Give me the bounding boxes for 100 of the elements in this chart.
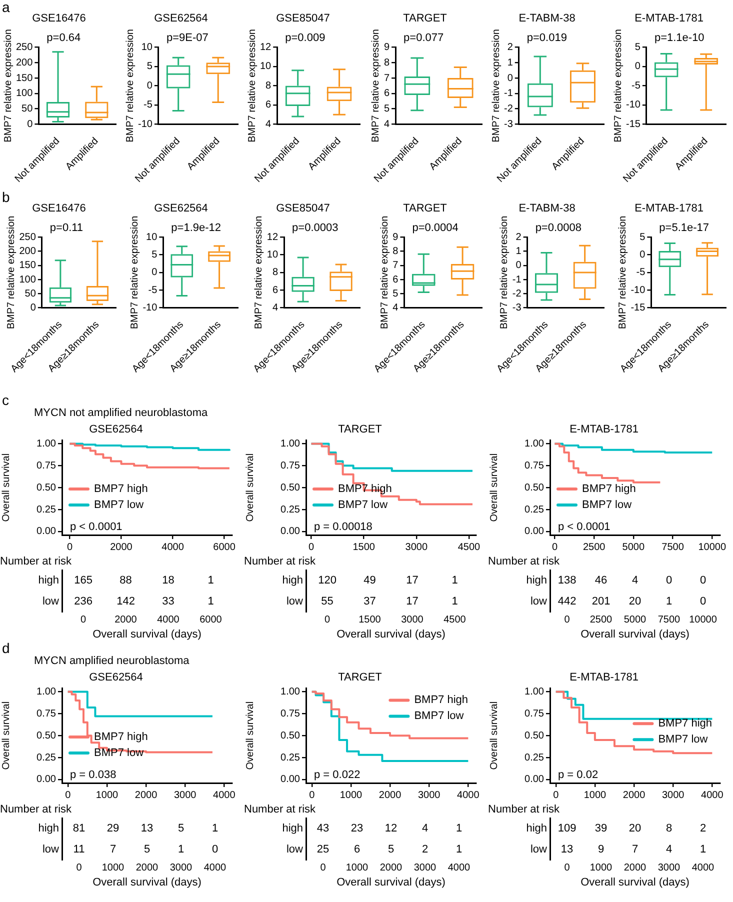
y-tick-label: 0	[146, 80, 153, 92]
y-tick-label: -15	[630, 302, 646, 314]
data-label: 17	[406, 595, 418, 608]
data-label: 4	[666, 843, 672, 856]
x-tick-label: 5000	[624, 614, 647, 626]
data-label: 88	[120, 574, 132, 587]
legend-label: BMP7 low	[658, 734, 708, 746]
x-tick-label: 0	[552, 542, 558, 553]
x-tick-label: 2000	[134, 790, 158, 801]
data-label: 0	[212, 843, 218, 856]
x-axis-title: Overall survival (days)	[336, 628, 446, 640]
y-tick-label: 150	[19, 260, 36, 272]
data-label: 43	[316, 822, 330, 835]
data-label: 1	[700, 843, 706, 856]
y-tick-label: 0	[516, 260, 522, 272]
y-tick-label: 0	[634, 61, 641, 72]
legend-label: BMP7 high	[94, 483, 148, 496]
chart-title: E-MTAB-1781	[634, 12, 704, 25]
x-axis-title: Overall survival (days)	[580, 876, 690, 888]
y-tick-label: 2	[516, 232, 522, 243]
x-tick-label: 3000	[662, 790, 685, 801]
data-label: 1	[666, 595, 672, 608]
y-tick-label: 10	[260, 61, 272, 72]
x-tick-label: 2000	[380, 862, 403, 874]
legend-label: BMP7 low	[582, 499, 632, 512]
y-tick-label: 0.50	[36, 482, 56, 494]
y-tick-label: 200	[16, 57, 34, 68]
text: d	[2, 640, 10, 656]
y-tick-label: 4	[392, 302, 399, 314]
data-label: 0	[700, 595, 706, 608]
y-tick-label: -1	[504, 88, 514, 100]
x-tick-label: 0	[65, 790, 72, 801]
y-axis-title: BMP7 relative expression	[612, 29, 624, 142]
y-tick-label: -5	[632, 80, 641, 92]
chart-title: E-MTAB-1781	[570, 672, 638, 684]
x-tick-label: 2500	[590, 614, 613, 626]
data-label: 20	[628, 822, 642, 835]
y-tick-label: 100	[16, 88, 34, 100]
data-label: 165	[74, 574, 92, 587]
data-label: 1	[452, 595, 458, 608]
text: p=0.009	[285, 32, 326, 44]
x-tick-label: 1000	[102, 862, 125, 874]
x-axis-title: Overall survival (days)	[92, 628, 202, 640]
y-axis-title: BMP7 relative expression	[2, 29, 14, 142]
x-tick-label: 3000	[405, 542, 428, 553]
chart-title: GSE16476	[32, 202, 86, 215]
y-axis-title: BMP7 relative expression	[370, 29, 382, 142]
data-label: 0	[700, 574, 706, 587]
y-tick-label: 0.25	[524, 752, 544, 764]
y-tick-label: 1.00	[36, 438, 56, 450]
y-tick-label: 12	[260, 42, 272, 53]
y-tick-label: 0.00	[524, 526, 544, 538]
x-tick-label: 3000	[170, 862, 193, 874]
data-label: 120	[318, 574, 336, 587]
chart-title: GSE62564	[89, 424, 143, 436]
data-label: 1	[212, 822, 218, 835]
y-tick-label: high	[38, 574, 59, 587]
y-tick-label: 0.75	[524, 708, 544, 720]
y-axis-title: Overall survival	[244, 701, 256, 770]
x-tick-label: 2500	[582, 542, 606, 553]
y-tick-label: 4	[266, 119, 272, 130]
data-label: 11	[73, 843, 85, 856]
y-tick-label: 5	[640, 232, 646, 243]
data-label: 201	[592, 595, 610, 608]
text: p=1.1e-10	[654, 32, 704, 44]
annotation: p < 0.0001	[558, 521, 610, 534]
chart-title: E-TABM-38	[518, 202, 576, 215]
y-tick-label: -3	[504, 119, 514, 130]
text: c	[2, 392, 9, 408]
y-tick-label: 5	[384, 104, 390, 115]
data-label: 49	[364, 574, 376, 587]
data-label: 81	[72, 822, 86, 835]
text: a	[2, 0, 10, 15]
y-tick-label: 0.00	[280, 774, 300, 786]
y-tick-label: 0.75	[280, 460, 300, 472]
x-tick-label: 6000	[213, 542, 236, 553]
y-tick-label: 1.00	[36, 686, 56, 698]
y-axis-title: BMP7 relative expression	[490, 29, 502, 142]
x-tick-label: 3000	[401, 614, 424, 626]
x-tick-label: 4000	[448, 862, 471, 874]
y-tick-label: 0.00	[36, 526, 56, 538]
y-tick-label: 0.50	[524, 482, 544, 494]
annotation: p = 0.022	[314, 769, 360, 782]
legend-label: BMP7 low	[414, 710, 464, 722]
x-tick-label: 4000	[162, 542, 184, 553]
y-tick-label: 0.25	[280, 504, 300, 516]
y-tick-label: 10	[146, 232, 158, 243]
data-label: 138	[558, 574, 576, 587]
chart-title: Number at risk	[488, 804, 560, 816]
annotation: p = 0.00018	[314, 521, 372, 534]
y-tick-label: high	[282, 822, 303, 835]
chart-title: E-MTAB-1781	[570, 424, 638, 436]
y-tick-label: 4	[384, 119, 390, 130]
data-label: 6	[354, 843, 360, 856]
y-tick-label: -2	[504, 104, 514, 115]
chart-title: GSE62564	[154, 12, 208, 25]
x-tick-label: 1000	[346, 862, 369, 874]
text: b	[2, 189, 10, 205]
text: p=5.1e-17	[659, 222, 710, 234]
x-tick-label: 7500	[658, 614, 681, 626]
